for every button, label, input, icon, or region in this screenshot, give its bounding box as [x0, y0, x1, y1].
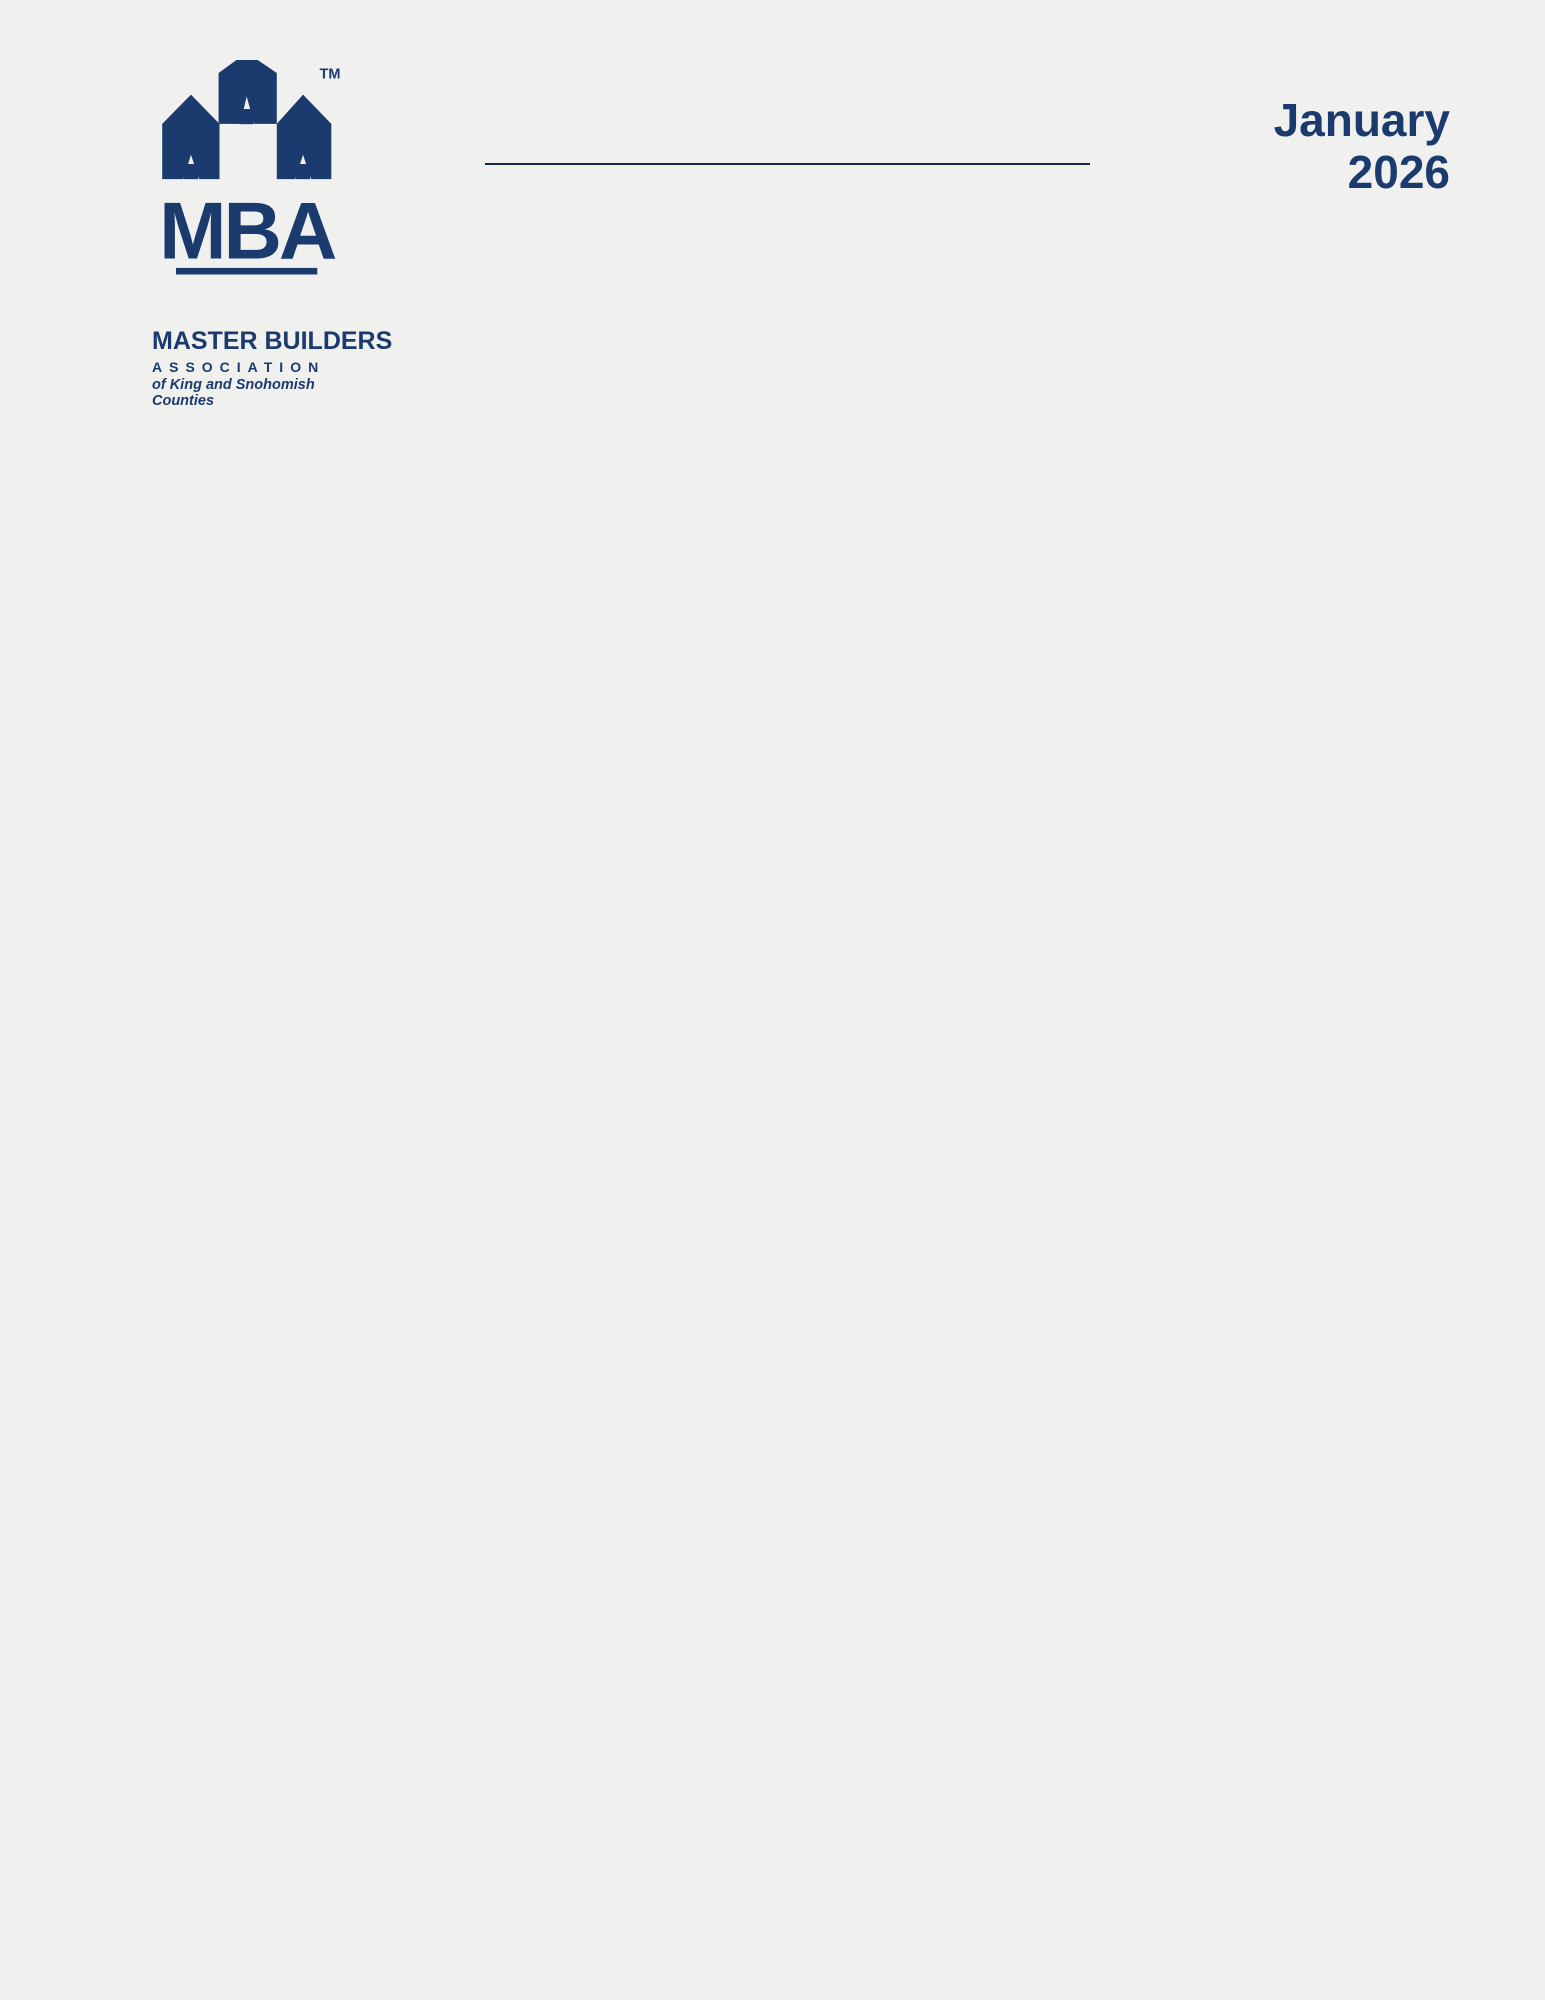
svg-text:TM: TM — [320, 66, 341, 82]
svg-text:MBA: MBA — [159, 187, 336, 277]
